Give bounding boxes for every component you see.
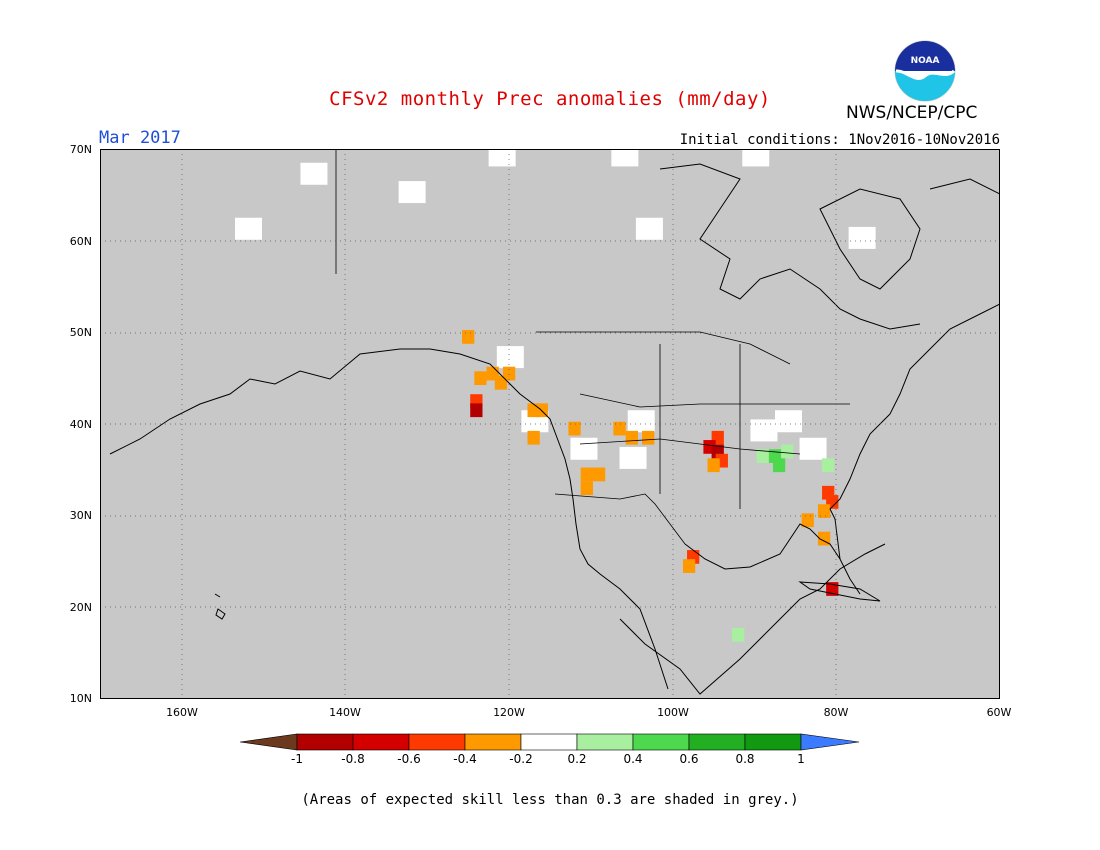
forecast-period: Mar 2017	[99, 128, 181, 148]
neutral-area	[627, 410, 655, 433]
grid-lines	[100, 149, 1000, 699]
neutral-area	[398, 181, 426, 204]
colorbar-segment	[296, 733, 354, 751]
anomaly-cell	[682, 559, 696, 573]
colorbar-label: 1	[797, 752, 805, 766]
anomaly-cell	[527, 430, 540, 445]
colorbar-arrow-low	[240, 733, 298, 751]
coastlines	[109, 163, 1000, 695]
colorbar-segment	[744, 733, 802, 751]
anomaly-cell	[474, 371, 487, 386]
anomaly-cell	[625, 430, 638, 445]
neutral-area	[619, 446, 647, 469]
initial-conditions: Initial conditions: 1Nov2016-10Nov2016	[679, 132, 1000, 148]
anomaly-cell	[502, 366, 516, 381]
anomaly-cell	[756, 449, 769, 463]
lat-tick-40n: 40N	[69, 418, 92, 431]
colorbar-label: 0.4	[623, 752, 643, 766]
anomaly-cell	[642, 430, 655, 445]
lat-tick-70n: 70N	[69, 143, 92, 156]
colorbar-segment	[632, 733, 690, 751]
colorbar-arrow-high	[800, 733, 860, 751]
anomaly-cell	[732, 627, 745, 642]
lon-tick-120w: 120W	[493, 706, 525, 719]
anomaly-cell	[801, 513, 814, 528]
organization-label: NWS/NCEP/CPC	[846, 103, 978, 123]
colorbar-label: -0.4	[453, 752, 477, 766]
lat-tick-30n: 30N	[69, 509, 92, 522]
colorbar-segment	[408, 733, 466, 751]
anomaly-cell	[470, 403, 483, 418]
colorbar	[240, 733, 860, 751]
anomaly-cell	[822, 458, 835, 473]
lon-tick-60w: 60W	[986, 706, 1012, 719]
footnote: (Areas of expected skill less than 0.3 a…	[301, 792, 799, 808]
neutral-area	[488, 149, 516, 167]
neutral-area	[775, 410, 802, 433]
neutral-area	[235, 217, 262, 240]
neutral-area	[742, 149, 770, 167]
neutral-area	[750, 419, 778, 442]
lon-tick-160w: 160W	[166, 706, 198, 719]
anomaly-cell	[772, 458, 786, 473]
colorbar-segment	[688, 733, 746, 751]
neutral-area	[300, 162, 328, 185]
colorbar-label: -0.8	[341, 752, 365, 766]
lat-tick-10n: 10N	[69, 692, 92, 705]
colorbar-label: -0.6	[397, 752, 421, 766]
anomaly-cell	[592, 467, 606, 482]
anomaly-cell	[781, 444, 794, 459]
colorbar-label: 0.6	[679, 752, 699, 766]
lat-tick-60n: 60N	[69, 235, 92, 248]
noaa-logo-text: NOAA	[911, 56, 940, 66]
neutral-area	[848, 226, 876, 249]
anomaly-cell	[613, 421, 626, 436]
anomaly-cell	[580, 467, 593, 482]
colorbar-segment	[464, 733, 522, 751]
lat-tick-20n: 20N	[69, 601, 92, 614]
colorbar-label: -0.2	[509, 752, 533, 766]
anomaly-cell	[580, 481, 593, 496]
colorbar-segment	[520, 733, 578, 751]
borders	[335, 149, 850, 545]
low-skill-white-areas	[235, 149, 876, 469]
colorbar-segment	[352, 733, 410, 751]
colorbar-label: 0.2	[567, 752, 587, 766]
anomaly-cell	[462, 330, 475, 344]
neutral-area	[570, 437, 598, 460]
lon-tick-140w: 140W	[329, 706, 361, 719]
colorbar-label: -1	[291, 752, 303, 766]
neutral-area	[799, 437, 827, 460]
anomaly-cell	[707, 458, 720, 473]
lon-tick-80w: 80W	[823, 706, 849, 719]
lat-tick-50n: 50N	[69, 326, 92, 339]
anomaly-cell	[817, 504, 831, 518]
chart-title: CFSv2 monthly Prec anomalies (mm/day)	[329, 88, 771, 110]
anomaly-map	[100, 149, 1000, 699]
lon-tick-100w: 100W	[657, 706, 689, 719]
anomaly-cell	[568, 421, 581, 436]
neutral-area	[611, 149, 639, 167]
neutral-area	[635, 217, 663, 240]
colorbar-segment	[576, 733, 634, 751]
colorbar-label: 0.8	[735, 752, 755, 766]
neutral-area	[496, 346, 524, 369]
noaa-logo: NOAA	[894, 40, 956, 102]
